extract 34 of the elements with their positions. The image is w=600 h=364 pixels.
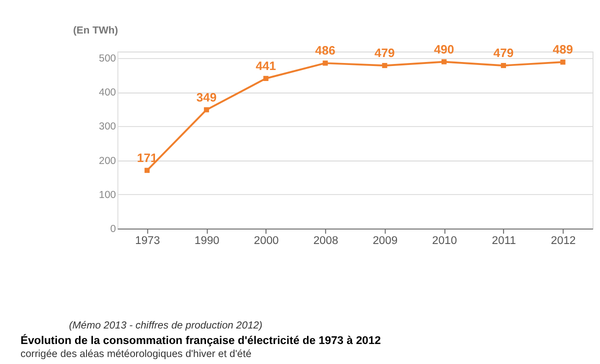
x-tick-label: 2011: [492, 234, 516, 247]
point: [204, 107, 210, 112]
text: corrigée des aléas météorologiques d'hiver et d'été: [20, 349, 252, 360]
y-axis-title: (En TWh): [73, 25, 118, 36]
data-label: 171: [136, 150, 158, 165]
y-tick-label: 300: [98, 122, 116, 133]
point: [560, 60, 566, 65]
y-tick-label: 400: [98, 88, 116, 99]
x-tick-label: 2000: [254, 234, 279, 247]
point: [144, 168, 150, 173]
data-label: 489: [552, 42, 574, 57]
text: Évolution de la consommation française d'électricité de 1973 à 2012: [20, 334, 381, 348]
data-label: 349: [196, 90, 217, 104]
text: (Mémo 2013 - chiffres de production 2012): [68, 320, 262, 332]
point: [322, 60, 328, 66]
data-label: 486: [315, 44, 336, 58]
point: [382, 62, 388, 68]
data-label: 490: [434, 42, 454, 56]
data-label: 479: [493, 46, 514, 60]
point: [442, 59, 447, 64]
x-tick-label: 2008: [313, 234, 338, 247]
y-tick-label: 100: [98, 190, 116, 201]
y-tick-label: 200: [98, 156, 116, 167]
y-tick-label: 500: [98, 54, 116, 65]
y-tick-label: 0: [110, 224, 116, 235]
x-tick-label: 2009: [372, 234, 398, 247]
point: [500, 62, 506, 68]
point: [263, 76, 268, 81]
x-tick-label: 1973: [135, 234, 160, 247]
x-tick-label: 1990: [194, 234, 220, 247]
x-tick-label: 2010: [432, 234, 457, 247]
data-label: 441: [256, 59, 276, 74]
data-label: 479: [374, 46, 396, 60]
x-tick-label: 2012: [550, 234, 576, 247]
